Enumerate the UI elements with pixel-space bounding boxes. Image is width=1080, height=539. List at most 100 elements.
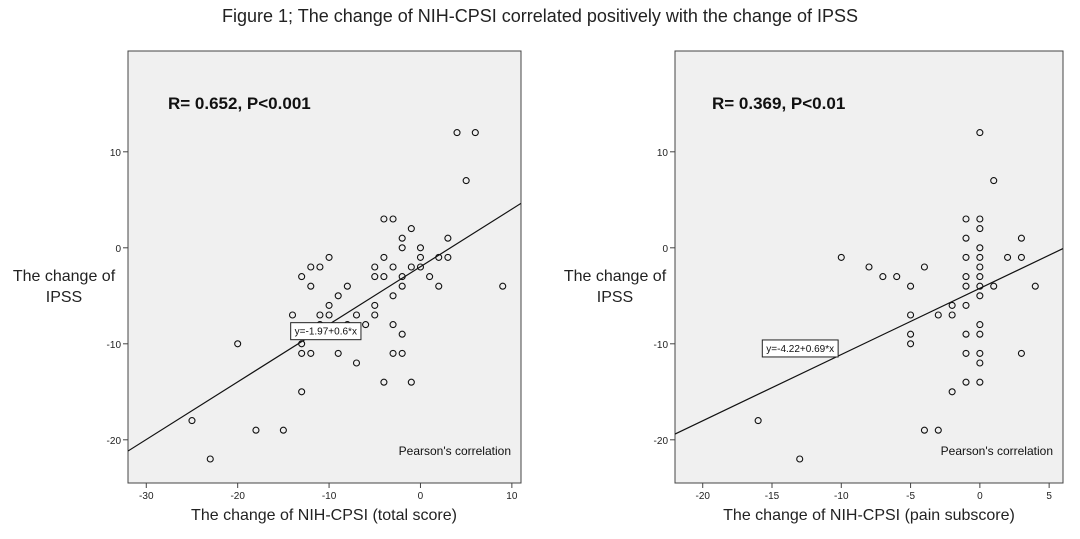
data-point bbox=[389, 292, 397, 300]
data-point bbox=[976, 330, 984, 338]
data-point bbox=[307, 349, 315, 357]
data-point bbox=[499, 282, 507, 290]
fit-equation-label: y=-4.22+0.69*x bbox=[766, 344, 834, 355]
data-point bbox=[920, 426, 928, 434]
data-point bbox=[837, 253, 845, 261]
data-point bbox=[435, 253, 443, 261]
data-point bbox=[389, 215, 397, 223]
x-tick-label: 10 bbox=[506, 491, 518, 502]
data-point bbox=[380, 273, 388, 281]
data-point bbox=[976, 359, 984, 367]
data-point bbox=[962, 349, 970, 357]
data-point bbox=[962, 215, 970, 223]
data-point bbox=[962, 282, 970, 290]
y-tick-label: -10 bbox=[654, 340, 669, 351]
data-point bbox=[976, 129, 984, 137]
y-tick-label: 0 bbox=[115, 244, 121, 255]
data-point bbox=[1031, 282, 1039, 290]
data-point bbox=[976, 378, 984, 386]
x-tick-label: -10 bbox=[322, 491, 337, 502]
data-point bbox=[398, 349, 406, 357]
data-point bbox=[1004, 253, 1012, 261]
data-point bbox=[435, 282, 443, 290]
data-point bbox=[298, 388, 306, 396]
data-point bbox=[426, 273, 434, 281]
pearson-note: Pearson's correlation bbox=[399, 444, 511, 458]
data-point bbox=[288, 311, 297, 319]
data-point bbox=[976, 244, 984, 252]
data-point bbox=[316, 311, 324, 319]
data-point bbox=[907, 282, 915, 290]
data-point bbox=[444, 234, 452, 242]
data-point bbox=[962, 301, 970, 309]
data-point bbox=[962, 253, 970, 261]
data-point bbox=[976, 349, 984, 357]
data-point bbox=[398, 330, 406, 338]
data-point bbox=[920, 263, 928, 271]
x-tick-label: -10 bbox=[834, 491, 849, 502]
y-axis-label-right: The change of IPSS bbox=[563, 268, 667, 306]
data-point bbox=[934, 311, 942, 319]
fit-equation-label: y=-1.97+0.6*x bbox=[295, 327, 357, 338]
data-point bbox=[398, 273, 406, 281]
data-point bbox=[990, 177, 998, 185]
data-point bbox=[334, 292, 342, 300]
data-point bbox=[407, 263, 415, 271]
data-point bbox=[407, 378, 415, 386]
fit-equation-box bbox=[761, 339, 839, 358]
data-point bbox=[371, 263, 379, 271]
data-point bbox=[962, 378, 970, 386]
data-point bbox=[371, 311, 379, 319]
data-point bbox=[371, 273, 379, 281]
data-point bbox=[334, 349, 342, 357]
y-tick-label: 0 bbox=[662, 244, 668, 255]
data-point bbox=[398, 282, 406, 290]
data-point bbox=[796, 455, 804, 463]
plot-area bbox=[127, 50, 522, 484]
data-point bbox=[1017, 349, 1025, 357]
x-tick-label: -20 bbox=[230, 491, 245, 502]
data-point bbox=[976, 215, 984, 223]
data-point bbox=[754, 417, 762, 425]
data-point bbox=[948, 301, 956, 309]
data-point bbox=[298, 349, 306, 357]
fit-line bbox=[675, 248, 1063, 435]
data-point bbox=[352, 359, 361, 367]
data-point bbox=[962, 330, 970, 338]
data-point bbox=[907, 311, 915, 319]
data-point bbox=[976, 282, 984, 290]
x-tick-label: -15 bbox=[765, 491, 780, 502]
data-point bbox=[206, 455, 214, 463]
data-point bbox=[893, 273, 901, 281]
data-point bbox=[976, 225, 984, 233]
data-point bbox=[298, 273, 306, 281]
data-point bbox=[879, 273, 887, 281]
data-point bbox=[279, 426, 287, 434]
data-point bbox=[343, 282, 351, 290]
data-point bbox=[471, 129, 479, 137]
data-point bbox=[976, 273, 984, 281]
data-point bbox=[298, 340, 306, 348]
data-point bbox=[252, 426, 260, 434]
correlation-annotation: R= 0.369, P<0.01 bbox=[712, 94, 845, 113]
y-tick-label: 10 bbox=[110, 148, 122, 159]
data-point bbox=[453, 129, 461, 137]
scatter-plot-left: -20 -10 0 10 -30 -20 -10 0 10 y=-1.97+0.6*x R= 0.6… bbox=[107, 50, 522, 502]
data-point bbox=[380, 378, 388, 386]
x-axis-label-left: The change of NIH-CPSI (total score) bbox=[191, 507, 457, 524]
data-point bbox=[865, 263, 873, 271]
x-axis-label-right: The change of NIH-CPSI (pain subscore) bbox=[723, 507, 1015, 524]
plot-area bbox=[674, 50, 1064, 484]
x-tick-label: 5 bbox=[1046, 491, 1052, 502]
data-point bbox=[948, 388, 956, 396]
data-point bbox=[962, 273, 970, 281]
y-tick-label: -20 bbox=[107, 436, 122, 447]
data-point bbox=[948, 311, 956, 319]
data-point bbox=[325, 253, 333, 261]
data-point bbox=[934, 426, 942, 434]
data-point bbox=[976, 253, 984, 261]
data-point bbox=[416, 253, 425, 261]
data-point bbox=[325, 301, 333, 309]
data-point bbox=[362, 321, 370, 329]
data-point bbox=[462, 177, 470, 185]
